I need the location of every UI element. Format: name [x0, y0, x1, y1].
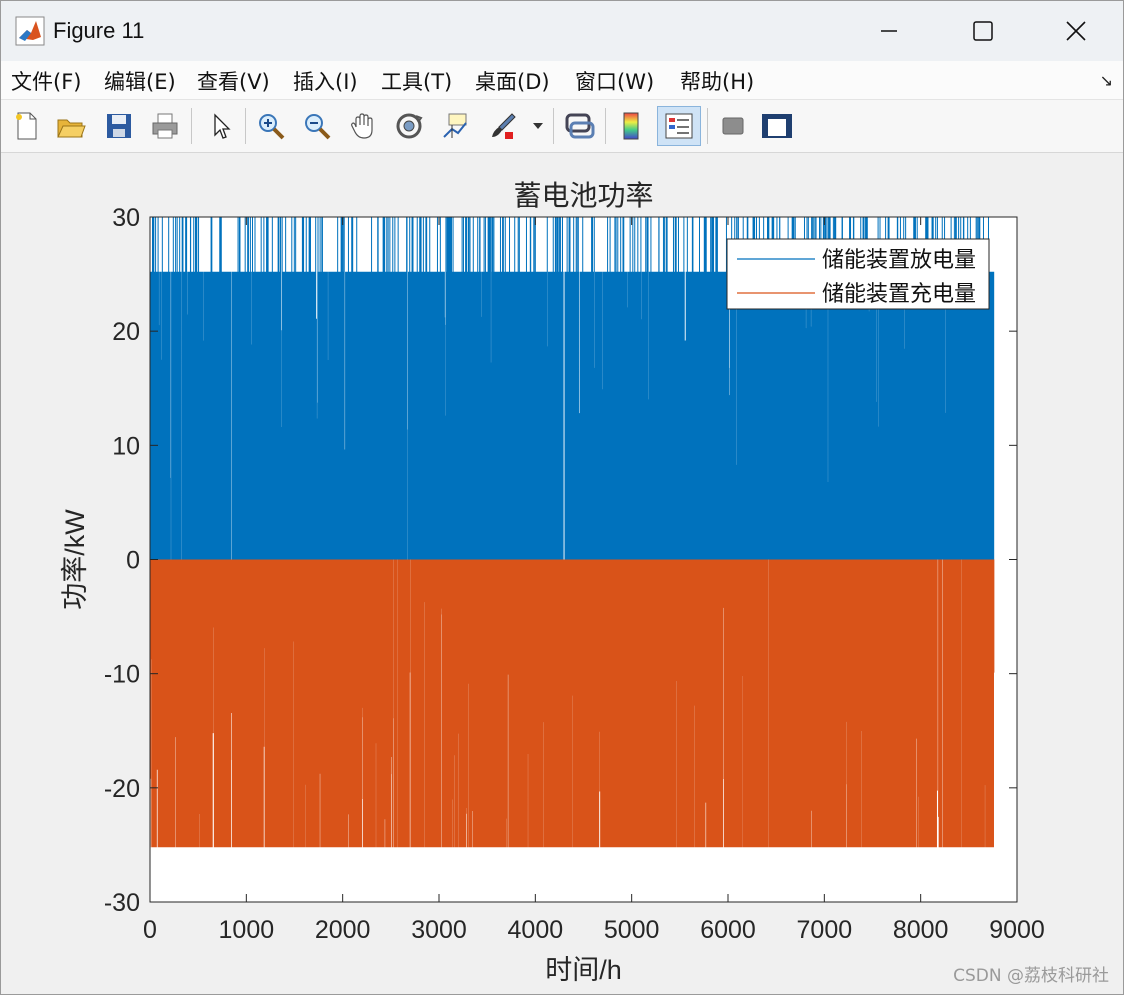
dock-arrow-icon[interactable]: ↘	[1099, 71, 1113, 90]
title-bar: Figure 11	[1, 1, 1123, 61]
watermark: CSDN @荔枝科研社	[953, 966, 1109, 986]
menu-help[interactable]: 帮助(H)	[680, 70, 755, 94]
figure-canvas: 0 1000 2000 3000 4000 5000 6000 7000 8000 9000 30 2…	[2, 153, 1123, 994]
new-figure-icon	[16, 112, 37, 140]
toolbar	[1, 100, 1123, 153]
minimize-icon	[881, 30, 897, 32]
x-tick-label: 4000	[508, 916, 564, 944]
legend[interactable]: 储能装置放电量 储能装置充电量	[726, 238, 990, 310]
pointer-button[interactable]	[203, 108, 239, 144]
x-tick-label: 0	[143, 916, 157, 944]
menu-tools[interactable]: 工具(T)	[381, 70, 453, 94]
chart-title: 蓄电池功率	[513, 180, 653, 211]
hide-plot-tools-button[interactable]	[715, 108, 751, 144]
x-tick-label: 6000	[700, 916, 756, 944]
series-charge-line[interactable]	[149, 559, 995, 848]
y-tick-label: 20	[112, 318, 140, 346]
maximize-icon	[973, 21, 993, 41]
y-tick-label: 30	[112, 204, 140, 232]
x-tick-label: 8000	[893, 916, 949, 944]
data-cursor-icon	[443, 113, 467, 138]
open-file-icon	[57, 119, 86, 138]
new-figure-button[interactable]	[9, 108, 45, 144]
x-tick-label: 7000	[797, 916, 853, 944]
menu-file[interactable]: 文件(F)	[11, 70, 82, 94]
x-tick-label: 5000	[604, 916, 660, 944]
link-plot-button[interactable]	[561, 108, 597, 144]
legend-icon	[665, 113, 693, 139]
menu-edit[interactable]: 编辑(E)	[104, 70, 176, 94]
menu-view[interactable]: 查看(V)	[197, 70, 270, 94]
legend-label-charge: 储能装置充电量	[822, 281, 976, 306]
menu-desktop[interactable]: 桌面(D)	[475, 70, 550, 94]
y-tick-label: -20	[104, 775, 140, 803]
show-plot-tools-button[interactable]	[759, 108, 795, 144]
open-file-button[interactable]	[53, 108, 89, 144]
zoom-out-icon	[305, 114, 331, 140]
x-tick-label: 9000	[989, 916, 1045, 944]
brush-button[interactable]	[485, 108, 521, 144]
brush-dropdown-button[interactable]	[529, 108, 547, 144]
y-tick-label: 10	[112, 432, 140, 460]
x-tick-label: 1000	[219, 916, 275, 944]
close-icon	[1066, 21, 1086, 41]
y-tick-label: -30	[104, 889, 140, 917]
x-tick-label: 2000	[315, 916, 371, 944]
plot-svg: 0 1000 2000 3000 4000 5000 6000 7000 8000 9000 30 2…	[60, 180, 1045, 985]
rotate-3d-icon	[396, 113, 423, 139]
legend-box	[726, 238, 990, 310]
y-axis-label: 功率/kW	[60, 509, 90, 610]
save-icon	[107, 114, 131, 138]
zoom-in-icon	[259, 114, 285, 140]
x-axis-label: 时间/h	[545, 955, 622, 985]
menu-bar: 文件(F) 编辑(E) 查看(V) 插入(I) 工具(T) 桌面(D) 窗口(W…	[1, 61, 1123, 100]
pan-button[interactable]	[345, 108, 381, 144]
brush-dropdown-icon	[533, 123, 543, 129]
print-icon	[152, 113, 178, 139]
x-tick-label: 3000	[411, 916, 467, 944]
window-title: Figure 11	[53, 18, 145, 43]
link-plot-icon	[565, 113, 595, 139]
colorbar-button[interactable]	[613, 108, 649, 144]
hide-plot-tools-icon	[722, 117, 744, 135]
zoom-out-button[interactable]	[299, 108, 335, 144]
show-plot-tools-icon	[762, 114, 792, 138]
pointer-icon	[214, 113, 231, 139]
menu-insert[interactable]: 插入(I)	[293, 70, 358, 94]
brush-icon	[492, 113, 516, 139]
y-tick-label: 0	[126, 547, 140, 575]
pan-hand-icon	[351, 113, 373, 139]
y-tick-label: -10	[104, 661, 140, 689]
rotate-3d-button[interactable]	[391, 108, 427, 144]
data-cursor-button[interactable]	[437, 108, 473, 144]
minimize-button[interactable]	[869, 11, 909, 51]
menu-window[interactable]: 窗口(W)	[575, 70, 655, 94]
legend-label-discharge: 储能装置放电量	[822, 247, 976, 272]
matlab-logo-icon	[15, 16, 45, 46]
print-button[interactable]	[147, 108, 183, 144]
colorbar-icon	[623, 112, 639, 140]
save-button[interactable]	[101, 108, 137, 144]
close-button[interactable]	[1056, 11, 1096, 51]
maximize-button[interactable]	[963, 11, 1003, 51]
legend-button[interactable]	[657, 106, 701, 146]
zoom-in-button[interactable]	[253, 108, 289, 144]
